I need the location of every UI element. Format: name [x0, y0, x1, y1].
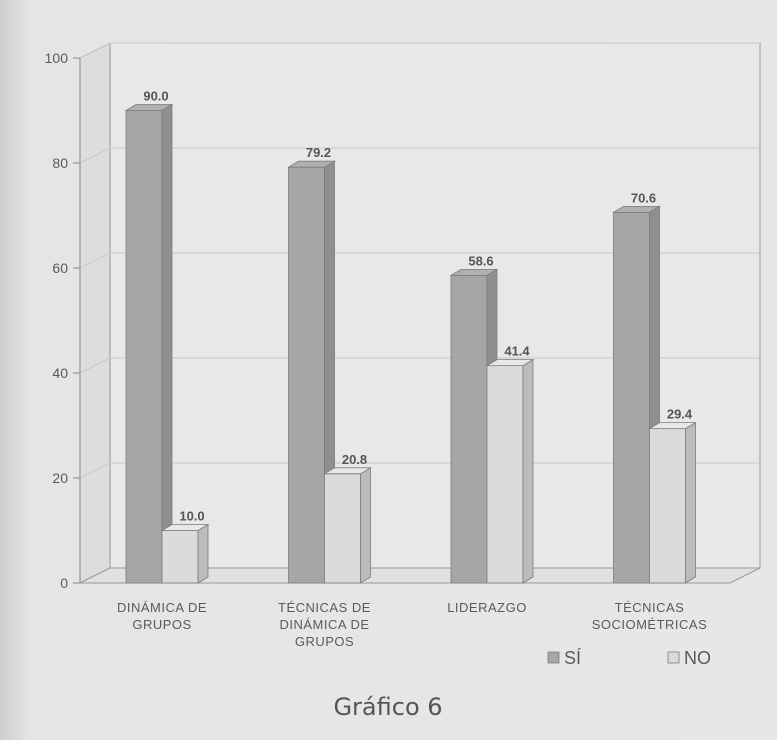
- category-label-line: LIDERAZGO: [447, 600, 527, 615]
- category-label: LIDERAZGO: [447, 600, 527, 615]
- category-label-line: SOCIOMÉTRICAS: [592, 617, 708, 632]
- legend-label-no: NO: [684, 648, 711, 668]
- y-tick-label: 100: [45, 50, 69, 66]
- category-label: DINÁMICA DE GRUPOS: [117, 600, 207, 632]
- y-tick-label: 20: [52, 470, 68, 486]
- gridline: [79, 462, 760, 479]
- bar-front: [450, 274, 488, 584]
- y-tick-label: 40: [52, 365, 68, 381]
- data-label: 70.6: [631, 190, 656, 205]
- category-label-line: DINÁMICA DE: [117, 600, 207, 615]
- data-label: 20.8: [342, 452, 367, 467]
- gridline: [79, 252, 760, 269]
- data-label: 58.6: [468, 253, 493, 268]
- legend-swatch-si: [547, 651, 560, 664]
- bar-front: [649, 428, 686, 584]
- legend-swatch-no: [667, 651, 680, 664]
- bar-top: [287, 160, 336, 168]
- gridline: [79, 357, 760, 374]
- y-tick-label: 60: [52, 260, 68, 276]
- bar-top: [323, 467, 372, 475]
- bar-front: [613, 211, 650, 584]
- bar-top: [449, 268, 499, 276]
- y-tick-label: 80: [52, 155, 68, 171]
- bar-no: [323, 467, 372, 584]
- bar-side: [161, 103, 173, 584]
- category-label-line: GRUPOS: [295, 634, 354, 649]
- bar-top: [485, 359, 535, 367]
- y-tick-label: 0: [60, 575, 68, 591]
- chart-side-wall: [79, 42, 111, 584]
- bar-front: [161, 530, 199, 584]
- data-label: 41.4: [504, 344, 530, 359]
- category-label-line: DINÁMICA DE: [279, 617, 369, 632]
- bar-side: [685, 421, 696, 584]
- data-label: 10.0: [179, 509, 204, 524]
- bar-si: [124, 103, 174, 584]
- bar-front: [288, 166, 325, 584]
- bar-front: [486, 365, 524, 584]
- bar-side: [197, 523, 209, 584]
- category-label-line: TÉCNICAS DE: [278, 600, 371, 615]
- data-label: 29.4: [667, 407, 693, 422]
- gridline: [79, 147, 760, 164]
- bar-top: [124, 104, 174, 111]
- bar-front: [324, 473, 361, 584]
- bar-no: [485, 358, 535, 584]
- bar-top: [648, 422, 697, 430]
- category-label-line: GRUPOS: [132, 617, 191, 632]
- bar-no: [160, 523, 210, 584]
- bar-top: [612, 205, 661, 213]
- bar-top: [160, 524, 210, 531]
- chart-caption: Gráfico 6: [333, 693, 442, 721]
- bar-side: [360, 467, 371, 584]
- category-label: TÉCNICAS SOCIOMÉTRICAS: [592, 600, 708, 632]
- gridline: [79, 42, 760, 59]
- category-label: TÉCNICAS DE DINÁMICA DE GRUPOS: [278, 600, 371, 649]
- category-label-line: TÉCNICAS: [615, 600, 685, 615]
- bar-si: [612, 205, 661, 584]
- bar-no: [648, 421, 697, 584]
- data-label: 90.0: [143, 89, 168, 104]
- bar-front: [125, 110, 163, 584]
- bar-side: [522, 358, 534, 584]
- data-label: 79.2: [306, 145, 331, 160]
- legend-label-si: SÍ: [564, 648, 581, 668]
